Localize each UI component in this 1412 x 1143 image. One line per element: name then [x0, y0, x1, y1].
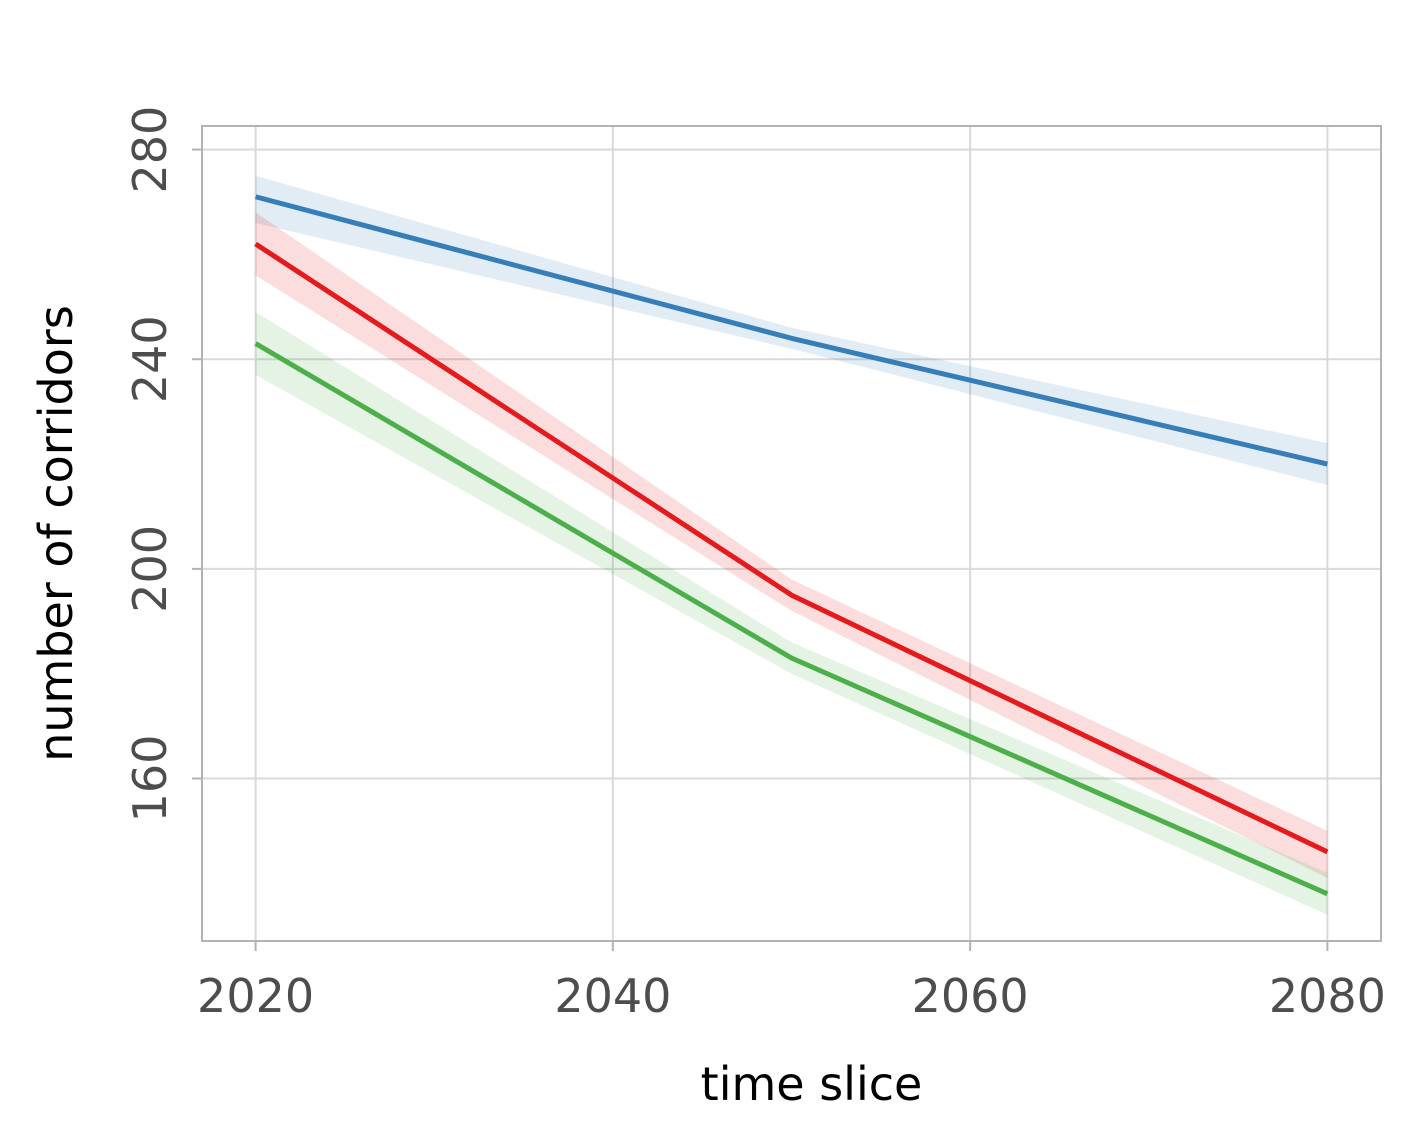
axis-ticks — [192, 148, 1329, 951]
confidence-band-1 — [255, 175, 1328, 486]
confidence-band-2 — [255, 212, 1328, 879]
x-tick-label: 2080 — [1269, 969, 1386, 1023]
y-tick-label: 280 — [123, 106, 177, 194]
series-line-2 — [254, 241, 1329, 855]
y-axis-title: number of corridors — [29, 305, 83, 762]
series-line-3 — [254, 341, 1329, 897]
tick-labels: 2020 2040 2060 2080 160 200 240 280 — [123, 106, 1386, 1023]
y-tick-label: 240 — [123, 315, 177, 403]
x-axis-title: time slice — [701, 1057, 923, 1111]
confidence-band-3 — [255, 312, 1328, 915]
grid — [202, 126, 1381, 941]
x-tick-label: 2040 — [554, 969, 671, 1023]
series-line-1 — [254, 194, 1328, 467]
y-tick-label: 160 — [123, 735, 177, 823]
confidence-bands — [255, 175, 1328, 915]
plot-panel-border — [201, 125, 1382, 942]
x-tick-label: 2020 — [197, 969, 314, 1023]
y-tick-label: 200 — [123, 525, 177, 613]
x-tick-label: 2060 — [912, 969, 1029, 1023]
series-lines — [254, 194, 1329, 897]
